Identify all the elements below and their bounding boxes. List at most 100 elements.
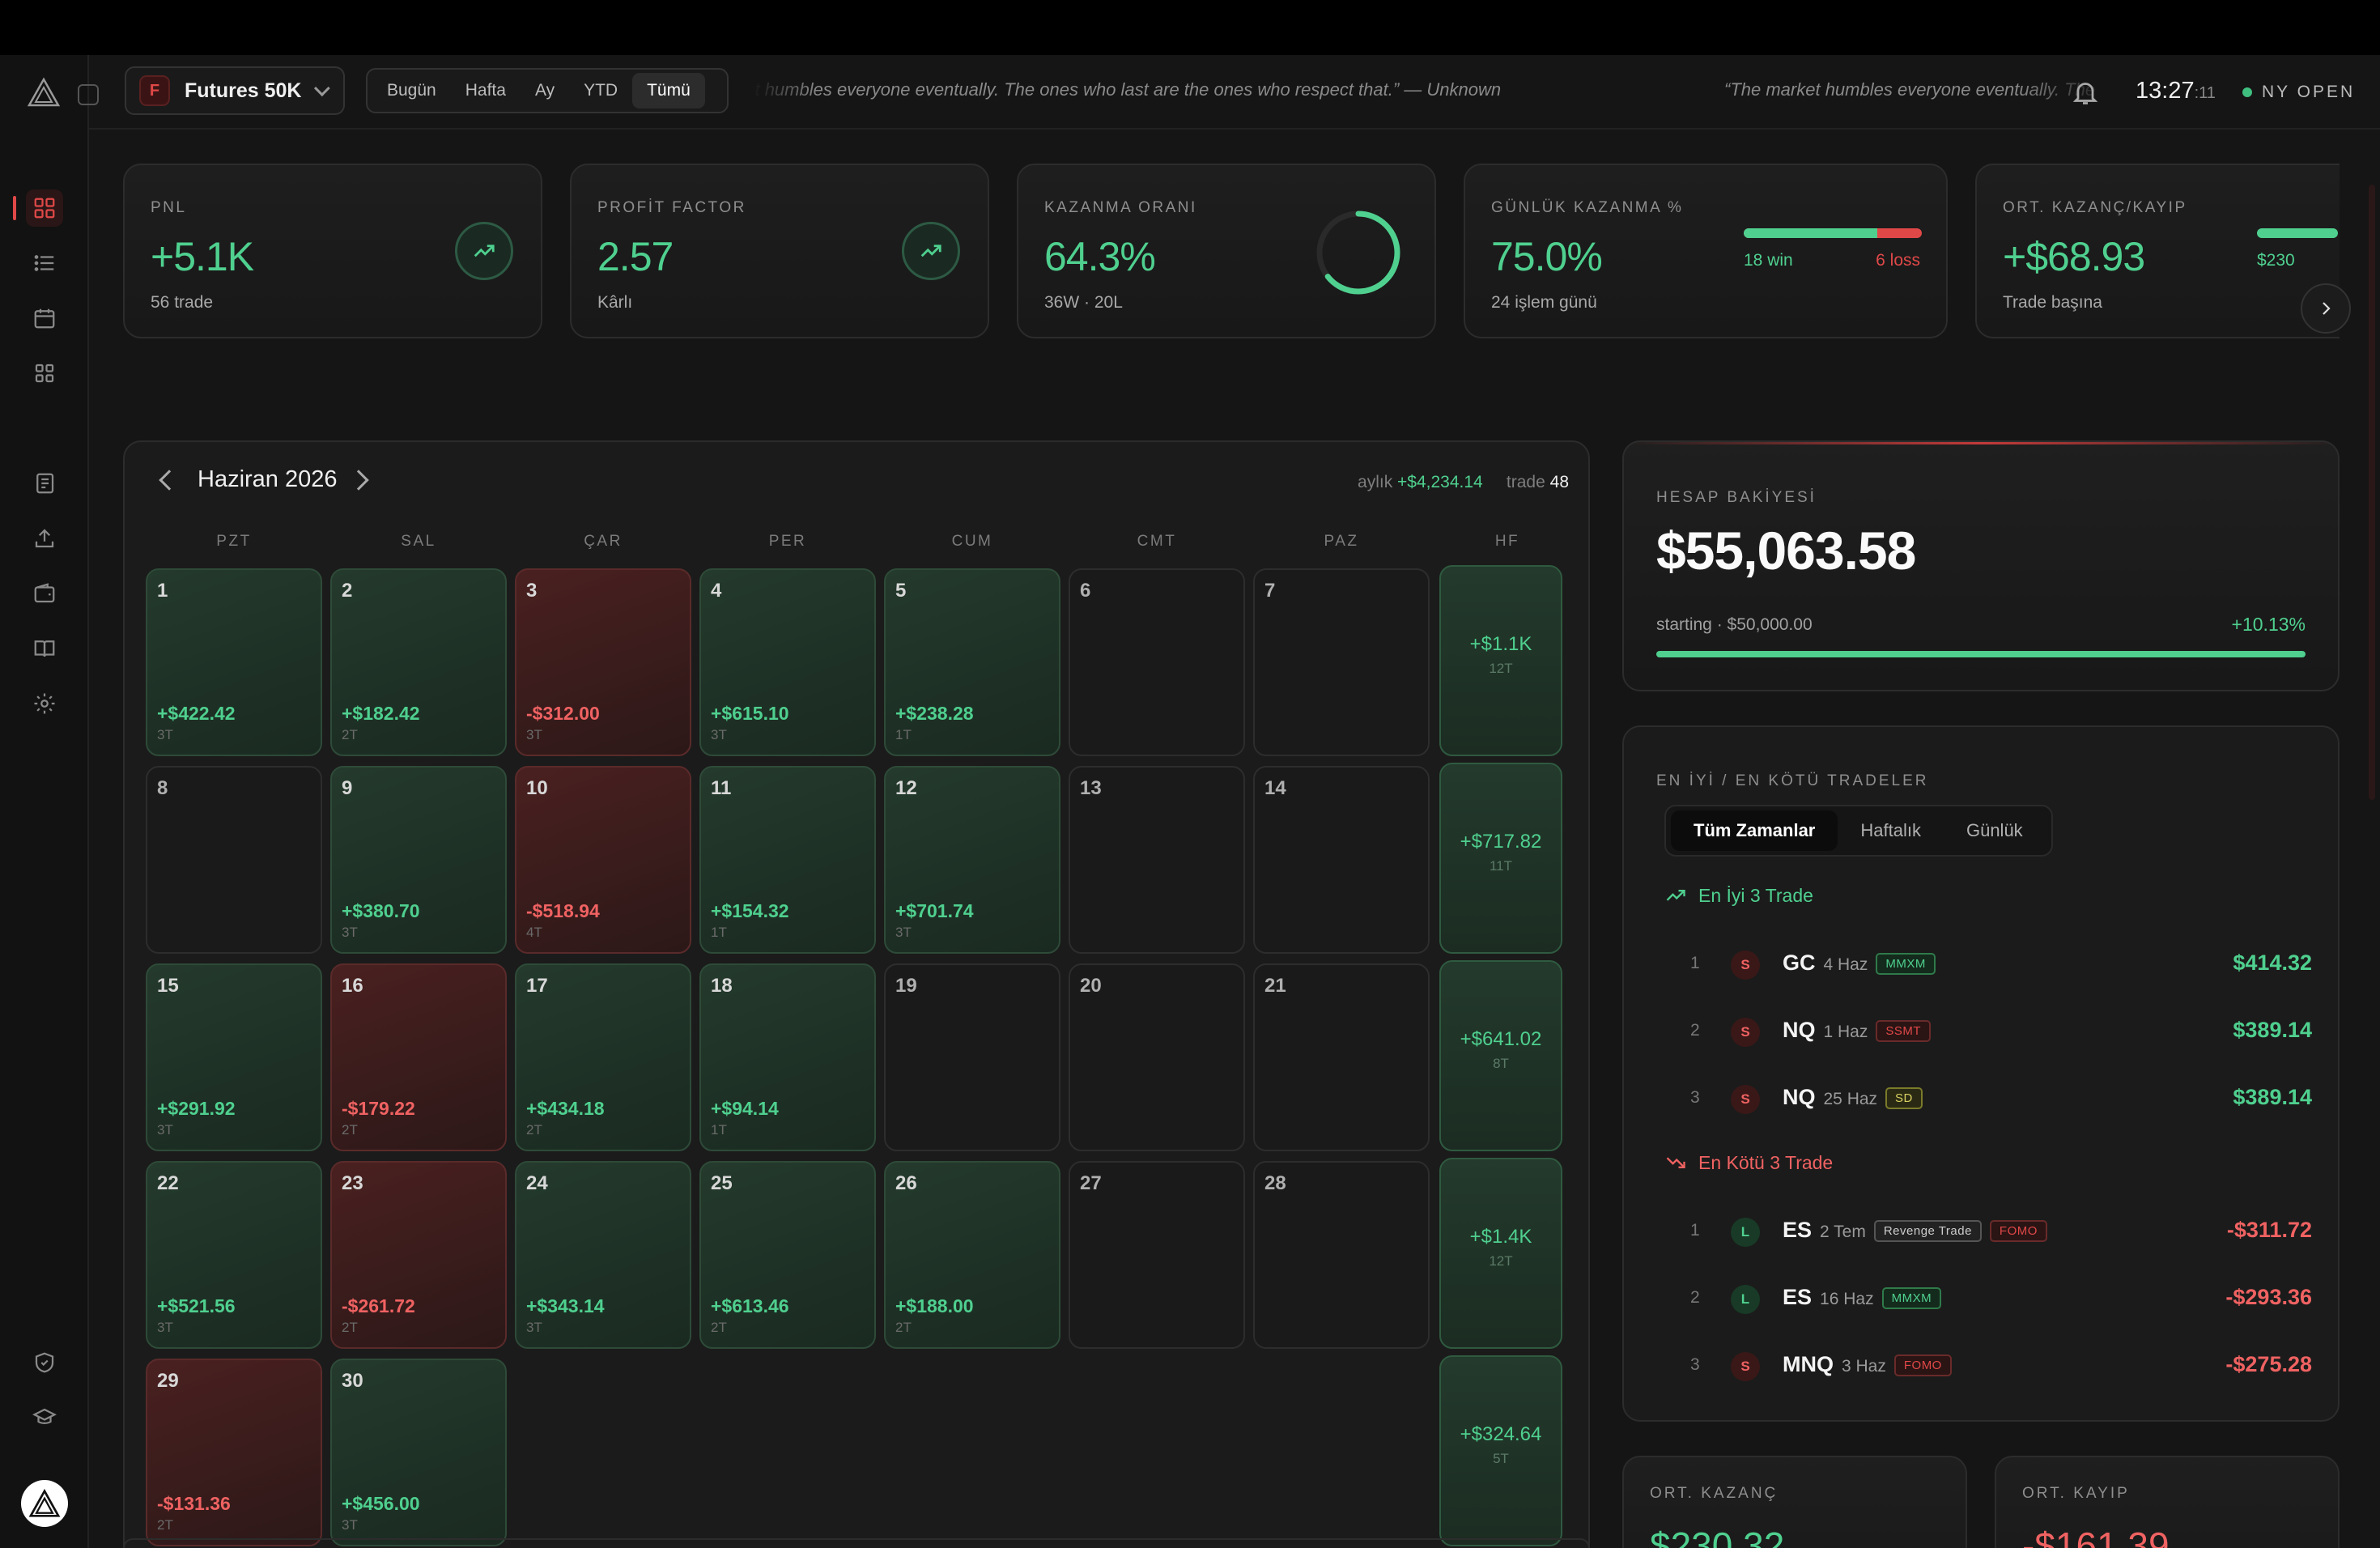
- calendar-day[interactable]: 21: [1253, 963, 1430, 1151]
- status-dot-icon: [2242, 87, 2252, 97]
- page-scrollbar[interactable]: [2369, 185, 2375, 800]
- week-summary[interactable]: +$324.64 5T: [1439, 1355, 1562, 1546]
- sidebar-upload-icon[interactable]: [26, 520, 63, 557]
- week-summary[interactable]: +$1.4K 12T: [1439, 1158, 1562, 1349]
- day-number: 9: [342, 777, 353, 799]
- sidebar-calendar-icon[interactable]: [26, 300, 63, 337]
- sidebar-toggle-icon[interactable]: [78, 84, 99, 105]
- bell-icon[interactable]: [2071, 78, 2100, 107]
- stat-value: 2.57: [597, 234, 674, 279]
- quote-ticker: “The market humbles everyone eventually.…: [753, 78, 2097, 110]
- trade-tag: MMXM: [1881, 1287, 1942, 1310]
- calendar-day[interactable]: 18 +$94.14 1T: [699, 963, 876, 1151]
- calendar-day[interactable]: 30 +$456.00 3T: [330, 1359, 507, 1546]
- calendar-day[interactable]: 4 +$615.10 3T: [699, 568, 876, 756]
- calendar-day[interactable]: 16 -$179.22 2T: [330, 963, 507, 1151]
- calendar-panel: Haziran 2026 aylık +$4,234.14 trade 48 P…: [123, 440, 1590, 1548]
- calendar-day[interactable]: 5 +$238.28 1T: [884, 568, 1060, 756]
- chevron-right-icon[interactable]: [2301, 283, 2351, 334]
- day-pnl: +$154.32: [711, 900, 789, 921]
- calendar-day[interactable]: 9 +$380.70 3T: [330, 766, 507, 954]
- avg-loss-card: ORT. KAYIP -$161.39: [1995, 1456, 2340, 1548]
- calendar-day[interactable]: 2 +$182.42 2T: [330, 568, 507, 756]
- calendar-day[interactable]: 22 +$521.56 3T: [146, 1161, 322, 1349]
- app-logo-icon[interactable]: [26, 76, 62, 108]
- day-trade-count: 3T: [157, 1122, 173, 1138]
- calendar-day[interactable]: 1 +$422.42 3T: [146, 568, 322, 756]
- period-week[interactable]: Hafta: [465, 81, 506, 100]
- trade-row[interactable]: 2 S NQ 1 Haz SSMT $389.14: [1664, 1008, 2312, 1057]
- week-summary[interactable]: +$641.02 8T: [1439, 960, 1562, 1151]
- week-pnl: +$1.1K: [1469, 633, 1532, 655]
- calendar-day[interactable]: 12 +$701.74 3T: [884, 766, 1060, 954]
- trade-symbol-group: ES 2 Tem Revenge Trade FOMO: [1783, 1218, 2047, 1243]
- tab-weekly[interactable]: Haftalık: [1860, 820, 1921, 840]
- calendar-title: Haziran 2026: [198, 466, 338, 492]
- calendar-day[interactable]: 20: [1069, 963, 1245, 1151]
- monthly-value: +$4,234.14: [1397, 473, 1483, 491]
- account-selector[interactable]: F Futures 50K: [125, 66, 345, 115]
- stat-sub: 24 işlem günü: [1491, 293, 1597, 312]
- trade-row[interactable]: 2 L ES 16 Haz MMXM -$293.36: [1664, 1275, 2312, 1324]
- period-month[interactable]: Ay: [534, 81, 555, 100]
- calendar-day[interactable]: 14: [1253, 766, 1430, 954]
- sidebar-dashboard-icon[interactable]: [13, 189, 63, 227]
- calendar-day[interactable]: 11 +$154.32 1T: [699, 766, 876, 954]
- period-today[interactable]: Bugün: [387, 81, 436, 100]
- trade-row[interactable]: 1 L ES 2 Tem Revenge Trade FOMO -$311.72: [1664, 1208, 2312, 1257]
- week-summary[interactable]: +$717.82 11T: [1439, 763, 1562, 954]
- trade-side-badge: S: [1731, 1018, 1760, 1047]
- trade-row[interactable]: 3 S MNQ 3 Haz FOMO -$275.28: [1664, 1342, 2312, 1391]
- calendar-day[interactable]: 25 +$613.46 2T: [699, 1161, 876, 1349]
- brand-logo-icon[interactable]: [21, 1480, 68, 1527]
- balance-card: HESAP BAKİYESİ $55,063.58 starting · $50…: [1622, 440, 2340, 691]
- calendar-day[interactable]: 6: [1069, 568, 1245, 756]
- calendar-day[interactable]: 15 +$291.92 3T: [146, 963, 322, 1151]
- day-number: 17: [526, 975, 548, 997]
- win-loss-bar: [1744, 228, 1922, 238]
- calendar-day[interactable]: 27: [1069, 1161, 1245, 1349]
- period-all[interactable]: Tümü: [632, 73, 705, 108]
- week-trade-count: 12T: [1489, 1253, 1513, 1269]
- day-number: 11: [711, 777, 732, 799]
- ticker-quote: “The market humbles everyone eventually.…: [753, 79, 1502, 100]
- trade-row[interactable]: 1 S GC 4 Haz MMXM $414.32: [1664, 941, 2312, 989]
- chevron-right-icon[interactable]: [348, 470, 369, 491]
- sidebar-education-icon[interactable]: [26, 1399, 63, 1436]
- period-ytd[interactable]: YTD: [584, 81, 618, 100]
- calendar-day[interactable]: 8: [146, 766, 322, 954]
- calendar-day[interactable]: 3 -$312.00 3T: [515, 568, 691, 756]
- trade-row[interactable]: 3 S NQ 25 Haz SD $389.14: [1664, 1075, 2312, 1124]
- tab-all-time[interactable]: Tüm Zamanlar: [1671, 810, 1838, 851]
- day-pnl: +$238.28: [895, 703, 974, 724]
- trade-tag: Revenge Trade: [1873, 1220, 1982, 1243]
- sidebar-book-icon[interactable]: [26, 630, 63, 667]
- sidebar-journal-icon[interactable]: [26, 465, 63, 502]
- clock: 13:27:11: [2136, 78, 2216, 104]
- calendar-day[interactable]: 10 -$518.94 4T: [515, 766, 691, 954]
- calendar-day[interactable]: 19: [884, 963, 1060, 1151]
- calendar-day[interactable]: 7: [1253, 568, 1430, 756]
- tab-daily[interactable]: Günlük: [1966, 820, 2023, 840]
- week-summary[interactable]: +$1.1K 12T: [1439, 565, 1562, 756]
- stat-value: 75.0%: [1491, 234, 1603, 279]
- calendar-day[interactable]: 24 +$343.14 3T: [515, 1161, 691, 1349]
- day-pnl: +$291.92: [157, 1098, 236, 1119]
- sidebar-shield-icon[interactable]: [26, 1344, 63, 1381]
- sidebar-wallet-icon[interactable]: [26, 575, 63, 612]
- calendar-day[interactable]: 26 +$188.00 2T: [884, 1161, 1060, 1349]
- calendar-day[interactable]: 13: [1069, 766, 1245, 954]
- day-number: 6: [1080, 580, 1091, 602]
- sidebar-settings-icon[interactable]: [26, 685, 63, 722]
- weekday-header: SAL: [401, 533, 436, 550]
- calendar-day[interactable]: 29 -$131.36 2T: [146, 1359, 322, 1546]
- chevron-left-icon[interactable]: [159, 470, 180, 491]
- calendar-day[interactable]: 17 +$434.18 2T: [515, 963, 691, 1151]
- calendar-day[interactable]: 23 -$261.72 2T: [330, 1161, 507, 1349]
- calendar-day[interactable]: 28: [1253, 1161, 1430, 1349]
- sidebar-widgets-icon[interactable]: [26, 355, 63, 392]
- stat-card-profit-factor: PROFİT FACTOR 2.57 Kârlı: [570, 164, 989, 338]
- trade-amount: -$311.72: [2226, 1218, 2312, 1242]
- sidebar-list-icon[interactable]: [26, 245, 63, 282]
- best-trades-title: En İyi 3 Trade: [1698, 884, 1813, 906]
